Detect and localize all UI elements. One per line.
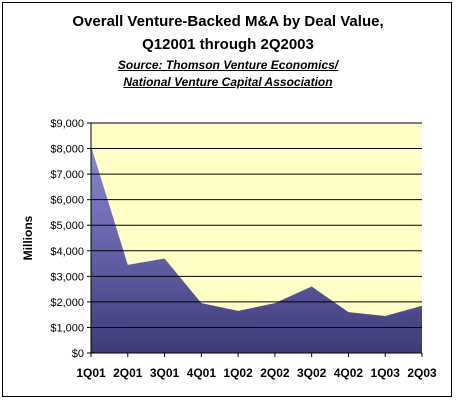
x-tick-label: 1Q01 (76, 366, 106, 380)
y-tick-label: $8,000 (50, 144, 84, 156)
x-tick-label: 2Q01 (113, 366, 143, 380)
x-tick-label: 1Q03 (371, 366, 401, 380)
y-axis-label: Millions (21, 215, 35, 260)
y-tick-label: $3,000 (50, 271, 84, 283)
x-tick-label: 3Q01 (150, 366, 180, 380)
x-tick-label: 4Q02 (334, 366, 364, 380)
x-tick-label: 3Q02 (297, 366, 327, 380)
y-tick-label: $6,000 (50, 195, 84, 207)
chart-source-line-2: National Venture Capital Association (123, 75, 333, 89)
chart-source-line-1: Source: Thomson Venture Economics/ (117, 58, 339, 72)
chart-title-line-1: Overall Venture-Backed M&A by Deal Value… (72, 13, 384, 30)
x-tick-label: 2Q03 (407, 366, 437, 380)
x-tick-label: 2Q02 (260, 366, 290, 380)
y-tick-label: $0 (72, 348, 84, 360)
x-tick-label: 4Q01 (187, 366, 217, 380)
y-tick-label: $1,000 (50, 322, 84, 334)
chart-title-line-2: Q12001 through 2Q2003 (142, 36, 314, 53)
area-series (91, 146, 422, 353)
y-tick-label: $5,000 (50, 220, 84, 232)
y-tick-label: $9,000 (50, 118, 84, 130)
x-tick-label: 1Q02 (223, 366, 253, 380)
y-tick-label: $7,000 (50, 169, 84, 181)
y-tick-label: $4,000 (50, 246, 84, 258)
y-tick-label: $2,000 (50, 297, 84, 309)
